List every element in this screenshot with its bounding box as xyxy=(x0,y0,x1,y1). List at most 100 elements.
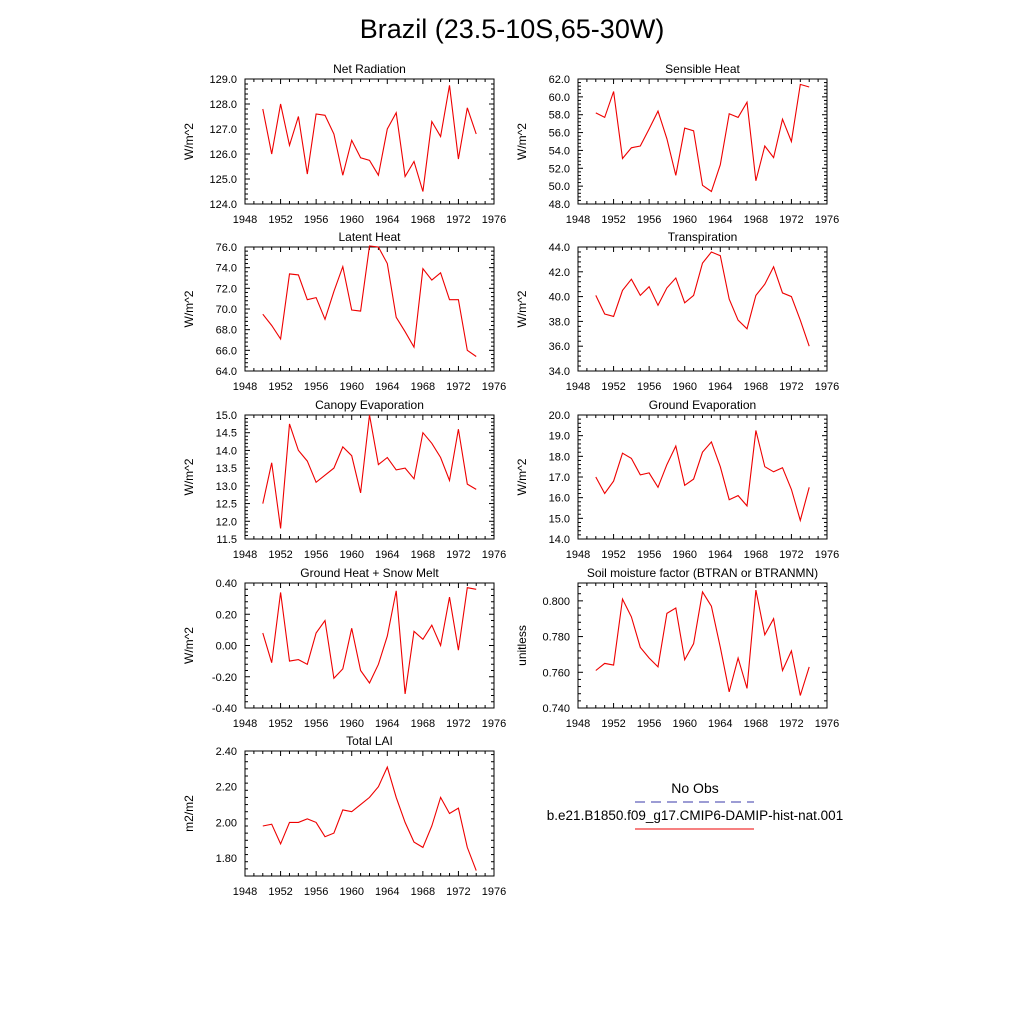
x-tick-label: 1956 xyxy=(304,549,328,561)
x-tick-label: 1964 xyxy=(375,549,399,561)
y-tick-label: 0.20 xyxy=(216,609,237,621)
y-tick-label: 1.80 xyxy=(216,853,237,865)
y-tick-label: 48.0 xyxy=(549,199,570,211)
x-tick-label: 1952 xyxy=(268,549,292,561)
y-axis-label: W/m^2 xyxy=(515,123,529,160)
x-tick-label: 1972 xyxy=(446,718,470,730)
series-line xyxy=(262,85,477,192)
panel-5: Canopy Evaporation W/m^2 1948 1952 1956 1960 1… xyxy=(182,398,506,561)
y-tick-label: 15.0 xyxy=(216,410,237,422)
y-axis-label: W/m^2 xyxy=(182,627,196,664)
y-tick-label: 0.800 xyxy=(542,596,570,608)
y-tick-label: 129.0 xyxy=(209,74,237,86)
x-tick-label: 1956 xyxy=(637,718,661,730)
x-tick-label: 1964 xyxy=(708,549,732,561)
x-tick-label: 1964 xyxy=(375,886,399,898)
y-tick-label: 126.0 xyxy=(209,149,237,161)
panel-8: Soil moisture factor (BTRAN or BTRANMN) u… xyxy=(515,566,839,730)
series-line xyxy=(595,251,810,347)
legend: No Obs b.e21.B1850.f09_g17.CMIP6-DAMIP-h… xyxy=(520,778,870,848)
x-tick-label: 1952 xyxy=(601,718,625,730)
x-tick-label: 1960 xyxy=(339,214,363,226)
series-line xyxy=(262,587,477,694)
x-tick-label: 1972 xyxy=(446,214,470,226)
panel-4: Transpiration W/m^2 1948 1952 1956 1960 1964 19… xyxy=(515,230,839,393)
x-tick-label: 1972 xyxy=(446,381,470,393)
y-tick-label: 42.0 xyxy=(549,267,570,279)
panel-1: Net Radiation W/m^2 1948 1952 1956 1960 1964 19… xyxy=(182,62,506,226)
panel-title: Soil moisture factor (BTRAN or BTRANMN) xyxy=(587,566,818,580)
y-axis-label: unitless xyxy=(515,625,529,666)
y-tick-label: 125.0 xyxy=(209,174,237,186)
x-tick-label: 1968 xyxy=(744,718,768,730)
panel-title: Ground Heat + Snow Melt xyxy=(300,566,439,580)
panel-7: Ground Heat + Snow Melt W/m^2 1948 1952 1956… xyxy=(182,566,506,730)
y-tick-label: 14.0 xyxy=(216,445,237,457)
x-tick-label: 1976 xyxy=(482,718,506,730)
legend-obs-label: No Obs xyxy=(671,780,719,796)
x-tick-label: 1948 xyxy=(566,549,590,561)
x-tick-label: 1964 xyxy=(708,214,732,226)
y-tick-label: 0.40 xyxy=(216,578,237,590)
series-line xyxy=(595,83,810,193)
x-tick-label: 1960 xyxy=(339,549,363,561)
y-tick-label: 38.0 xyxy=(549,316,570,328)
y-tick-label: 124.0 xyxy=(209,199,237,211)
legend-obs-line xyxy=(635,801,754,803)
y-tick-label: 40.0 xyxy=(549,292,570,304)
x-tick-label: 1956 xyxy=(304,886,328,898)
x-tick-label: 1952 xyxy=(268,718,292,730)
panel-frame xyxy=(577,246,828,372)
y-tick-label: 2.20 xyxy=(216,782,237,794)
y-tick-label: 13.5 xyxy=(216,463,237,475)
y-tick-label: 128.0 xyxy=(209,99,237,111)
y-tick-label: 0.780 xyxy=(542,632,570,644)
y-tick-label: 36.0 xyxy=(549,341,570,353)
panel-title: Total LAI xyxy=(346,734,393,748)
page-title: Brazil (23.5-10S,65-30W) xyxy=(359,14,665,44)
panel-title: Ground Evaporation xyxy=(649,398,756,412)
x-tick-label: 1960 xyxy=(339,718,363,730)
y-tick-label: 0.740 xyxy=(542,703,570,715)
panel-6: Ground Evaporation W/m^2 1948 1952 1956 1960 1… xyxy=(515,398,839,561)
y-tick-label: 2.40 xyxy=(216,746,237,758)
panel-frame xyxy=(244,414,495,540)
x-tick-label: 1972 xyxy=(779,718,803,730)
y-axis-label: W/m^2 xyxy=(182,458,196,495)
x-tick-label: 1948 xyxy=(566,214,590,226)
x-tick-label: 1956 xyxy=(637,549,661,561)
y-tick-label: 64.0 xyxy=(216,366,237,378)
panel-frame xyxy=(244,750,495,877)
legend-model-line xyxy=(635,828,754,830)
y-tick-label: 76.0 xyxy=(216,242,237,254)
y-tick-label: 62.0 xyxy=(549,74,570,86)
x-tick-label: 1956 xyxy=(304,381,328,393)
y-tick-label: 13.0 xyxy=(216,481,237,493)
y-tick-label: 12.5 xyxy=(216,499,237,511)
x-tick-label: 1968 xyxy=(411,549,435,561)
x-tick-label: 1968 xyxy=(411,381,435,393)
x-tick-label: 1976 xyxy=(815,718,839,730)
x-tick-label: 1972 xyxy=(446,886,470,898)
panel-title: Canopy Evaporation xyxy=(315,398,424,412)
x-tick-label: 1956 xyxy=(304,214,328,226)
x-tick-label: 1964 xyxy=(708,718,732,730)
panel-title: Latent Heat xyxy=(338,230,401,244)
y-axis-label: W/m^2 xyxy=(515,290,529,327)
y-tick-label: 70.0 xyxy=(216,304,237,316)
series-line xyxy=(262,245,477,357)
x-tick-label: 1972 xyxy=(446,549,470,561)
series-line xyxy=(262,414,477,529)
panel-title: Net Radiation xyxy=(333,62,406,76)
x-tick-label: 1948 xyxy=(233,214,257,226)
y-tick-label: 0.00 xyxy=(216,641,237,653)
y-tick-label: 19.0 xyxy=(549,431,570,443)
y-tick-label: 56.0 xyxy=(549,128,570,140)
legend-model-label: b.e21.B1850.f09_g17.CMIP6-DAMIP-hist-nat… xyxy=(546,808,844,823)
y-tick-label: 11.5 xyxy=(216,534,237,546)
x-tick-label: 1948 xyxy=(566,381,590,393)
y-tick-label: 17.0 xyxy=(549,472,570,484)
x-tick-label: 1948 xyxy=(233,549,257,561)
y-tick-label: -0.20 xyxy=(212,672,237,684)
